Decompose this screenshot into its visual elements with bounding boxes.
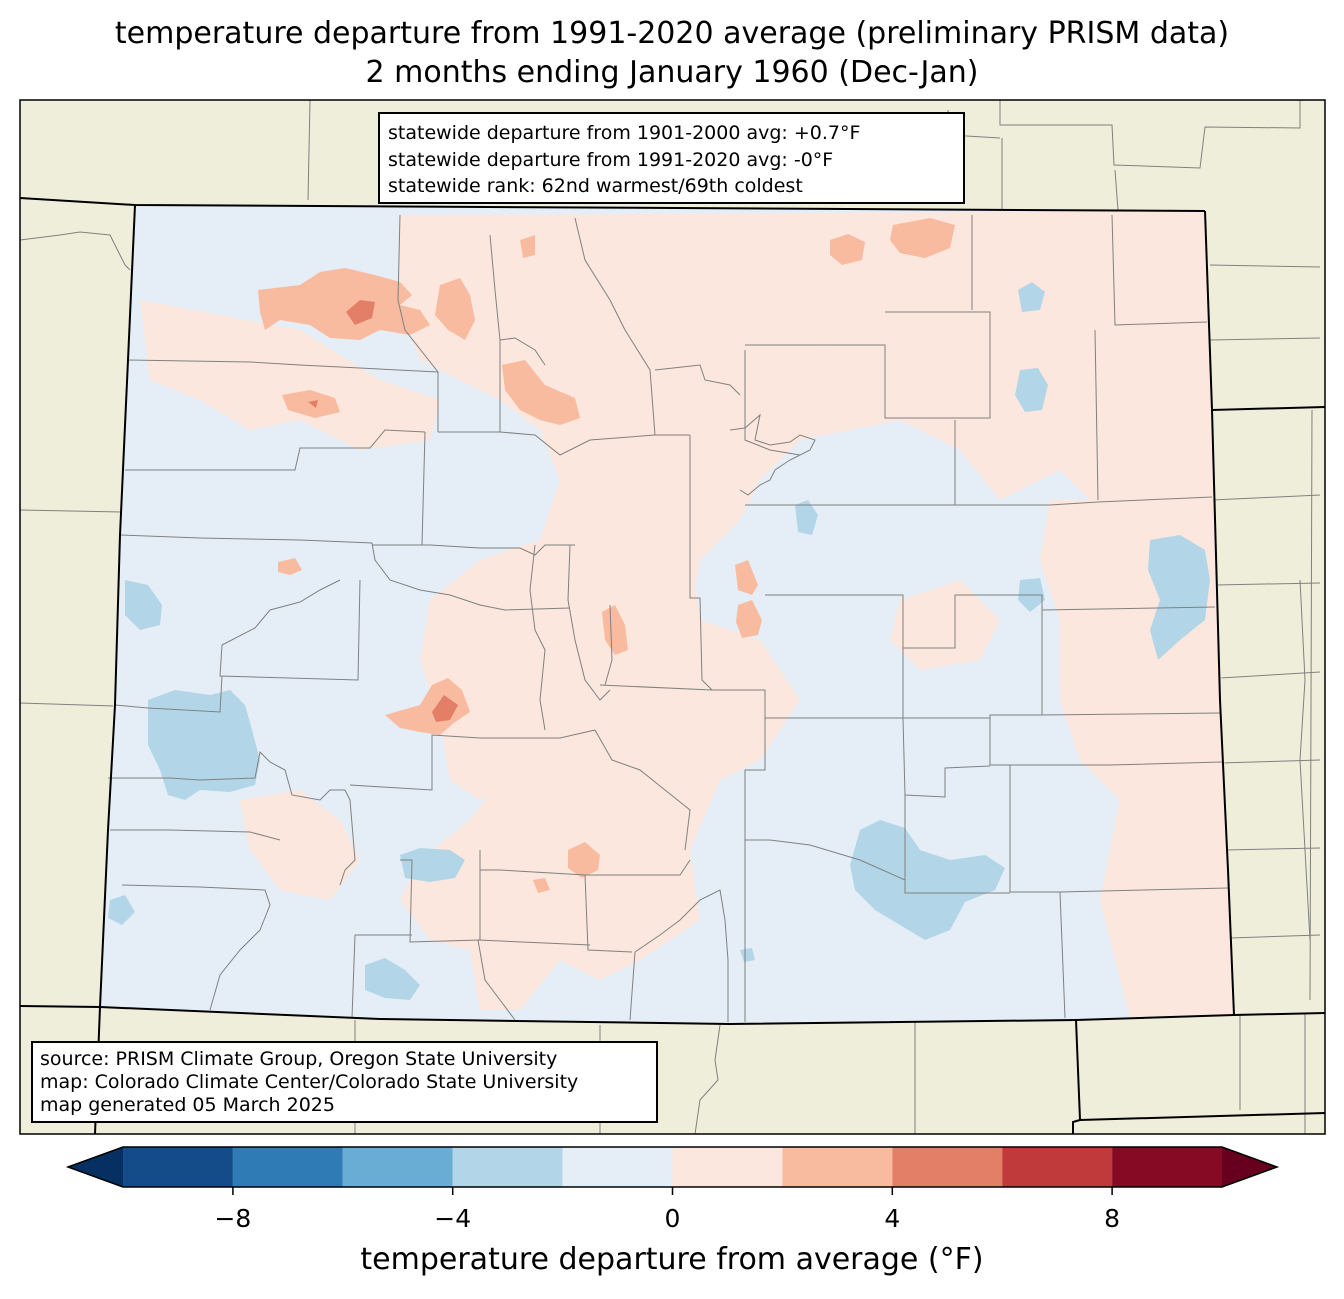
colorbar (65, 1146, 1280, 1195)
county-boundaries (108, 214, 1229, 1022)
stat-departure-1901-2000: statewide departure from 1901-2000 avg: … (388, 122, 861, 144)
colorbar-tick-label: 0 (664, 1204, 681, 1233)
colorbar-segment (123, 1147, 233, 1187)
map-frame (19, 99, 1326, 1135)
stat-departure-1991-2020: statewide departure from 1991-2020 avg: … (388, 148, 834, 171)
source-box: source: PRISM Climate Group, Oregon Stat… (31, 1041, 658, 1123)
state-boundaries (19, 197, 1326, 1135)
colorbar-tick-label: 8 (1104, 1204, 1121, 1233)
colorbar-segment (1002, 1147, 1113, 1187)
source-line: source: PRISM Climate Group, Oregon Stat… (40, 1048, 558, 1070)
strong-warm-spots (308, 300, 458, 722)
map-credit-line: map: Colorado Climate Center/Colorado St… (40, 1071, 579, 1093)
colorbar-segment (232, 1147, 343, 1187)
colorbar-tick-label: 4 (884, 1204, 901, 1233)
colorbar-segment (672, 1147, 783, 1187)
colorbar-under-arrow (68, 1147, 123, 1187)
cool-anomaly-regions (108, 282, 1210, 1000)
colorbar-segment (452, 1147, 563, 1187)
colorbar-segment (782, 1147, 893, 1187)
colorbar-segment (562, 1147, 673, 1187)
colorbar-tick-label: −4 (434, 1204, 472, 1233)
colorbar-label: temperature departure from average (°F) (360, 1242, 984, 1277)
map-title-line1: temperature departure from 1991-2020 ave… (114, 16, 1230, 51)
map-title-line2: 2 months ending January 1960 (Dec-Jan) (365, 55, 979, 90)
map-generated-line: map generated 05 March 2025 (40, 1094, 335, 1116)
colorbar-segment (342, 1147, 453, 1187)
colorbar-outline (65, 1146, 1280, 1188)
colorbar-segment (892, 1147, 1003, 1187)
colorbar-over-arrow (1222, 1147, 1277, 1187)
neighbor-county-lines (19, 99, 1321, 1135)
stat-rank: statewide rank: 62nd warmest/69th coldes… (388, 175, 803, 197)
colorbar-segment (1112, 1147, 1222, 1187)
colorbar-tick-label: −8 (214, 1204, 252, 1233)
moderate-warm-regions (258, 218, 955, 893)
statewide-stats-box: statewide departure from 1901-2000 avg: … (378, 112, 965, 204)
